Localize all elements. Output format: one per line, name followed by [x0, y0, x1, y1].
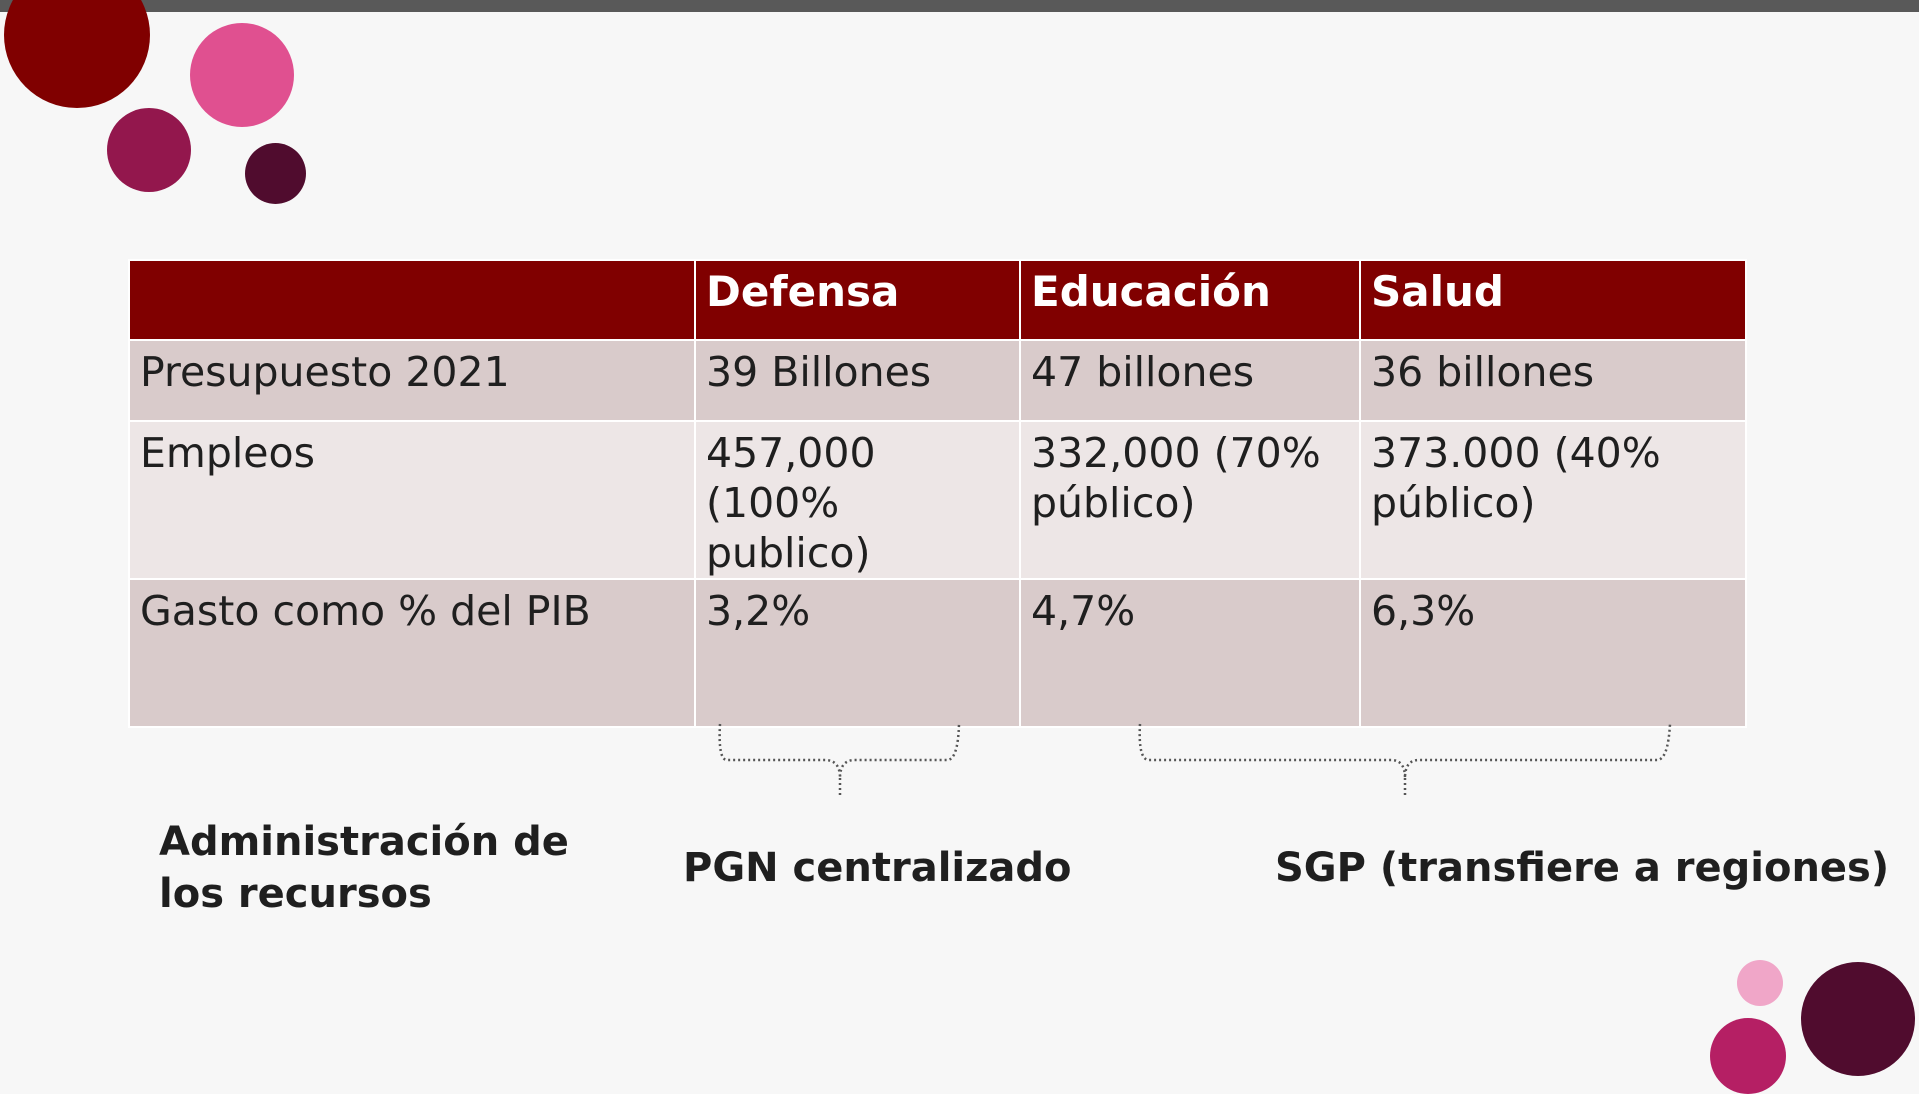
label-admin-recursos: Administración de los recursos	[159, 819, 569, 917]
header-cell-educacion: Educación	[1019, 259, 1361, 341]
decor-circle-lightpink	[1737, 960, 1783, 1006]
top-bar	[0, 0, 1919, 12]
table-row: Presupuesto 2021 39 Billones 47 billones…	[128, 339, 1747, 422]
decor-circle-maroon	[4, 0, 150, 108]
header-cell-salud: Salud	[1359, 259, 1747, 341]
decor-circle-pink	[190, 23, 294, 127]
brace-sgp	[1138, 723, 1672, 798]
decor-circle-raspberry	[1710, 1018, 1786, 1094]
brace-pgn	[718, 723, 961, 798]
table-cell: 47 billones	[1019, 339, 1361, 422]
row-label: Empleos	[128, 420, 696, 580]
table-header-row: Defensa Educación Salud	[128, 259, 1747, 341]
table-cell: 39 Billones	[694, 339, 1021, 422]
table-cell: 4,7%	[1019, 578, 1361, 728]
table-row: Gasto como % del PIB 3,2% 4,7% 6,3%	[128, 578, 1747, 728]
table-row: Empleos 457,000 (100% publico) 332,000 (…	[128, 420, 1747, 580]
table-cell: 373.000 (40% público)	[1359, 420, 1747, 580]
label-pgn-centralizado: PGN centralizado	[683, 845, 1072, 891]
table-cell: 36 billones	[1359, 339, 1747, 422]
comparison-table: Defensa Educación Salud Presupuesto 2021…	[128, 259, 1747, 728]
table-cell: 332,000 (70% público)	[1019, 420, 1361, 580]
decor-circle-darkplum	[1801, 962, 1915, 1076]
header-cell-empty	[128, 259, 696, 341]
decor-circle-plum	[245, 143, 306, 204]
table-cell: 3,2%	[694, 578, 1021, 728]
row-label: Presupuesto 2021	[128, 339, 696, 422]
header-cell-defensa: Defensa	[694, 259, 1021, 341]
table-cell: 457,000 (100% publico)	[694, 420, 1021, 580]
label-sgp: SGP (transfiere a regiones)	[1275, 845, 1890, 891]
decor-circle-magenta	[107, 108, 191, 192]
table-cell: 6,3%	[1359, 578, 1747, 728]
row-label: Gasto como % del PIB	[128, 578, 696, 728]
